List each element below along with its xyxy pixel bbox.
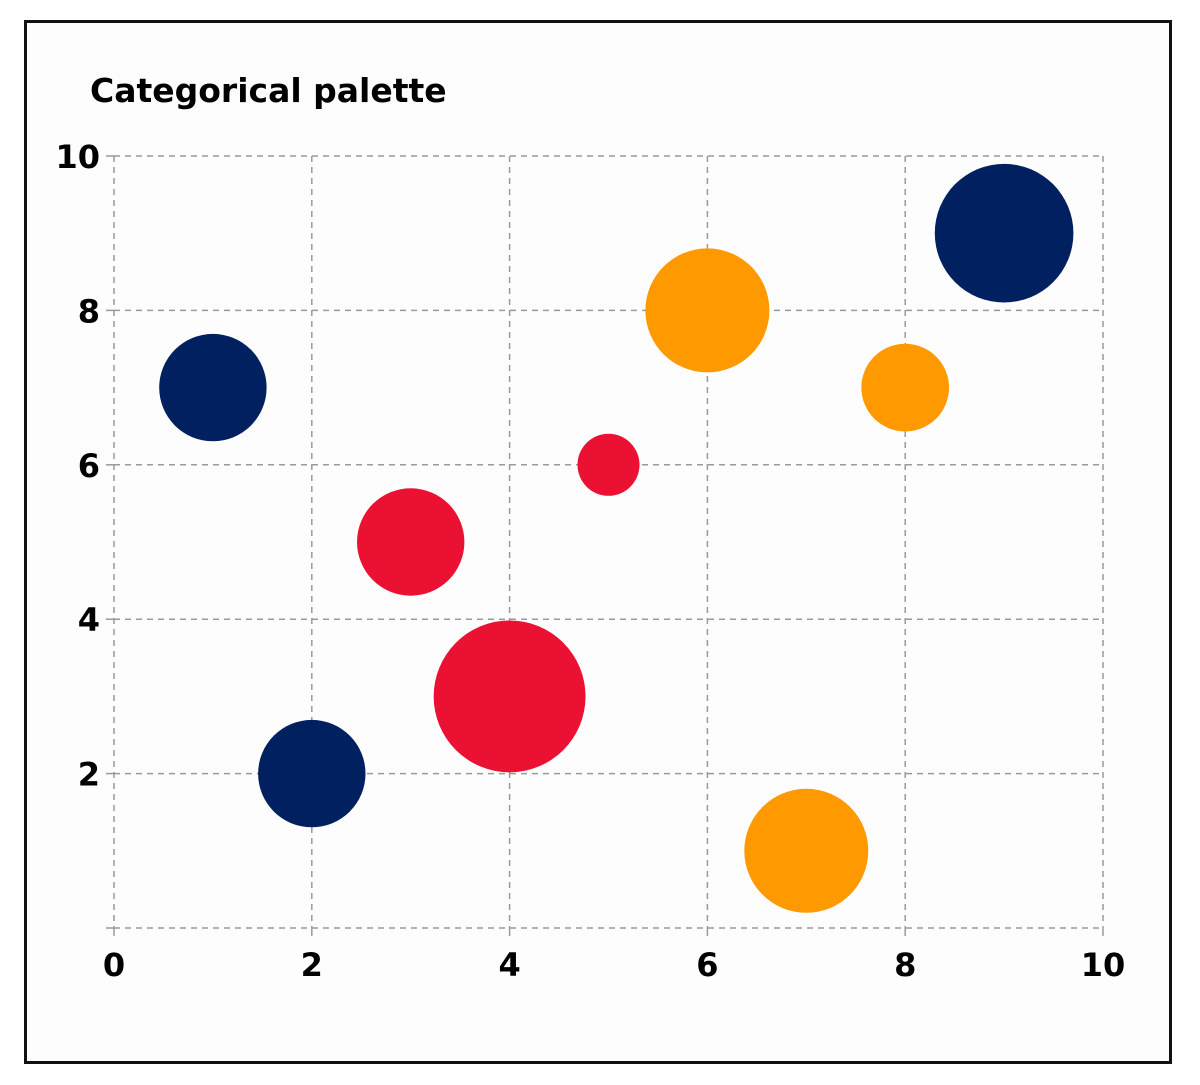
y-tick-label: 10 bbox=[55, 138, 100, 176]
x-tick-label: 10 bbox=[1081, 946, 1126, 984]
x-tick-label: 2 bbox=[301, 946, 323, 984]
y-tick-label: 8 bbox=[78, 292, 100, 330]
y-tick-label: 6 bbox=[78, 447, 100, 485]
data-point-bubble bbox=[357, 488, 465, 596]
data-point-bubble bbox=[861, 343, 950, 432]
y-tick-label: 2 bbox=[78, 756, 100, 794]
tick-labels: 0 2 4 6 8 10 2 4 6 8 10 bbox=[55, 138, 1125, 984]
x-tick-label: 4 bbox=[498, 946, 520, 984]
data-point-bubble bbox=[577, 433, 640, 496]
y-tick-label: 4 bbox=[78, 601, 100, 639]
data-points bbox=[159, 163, 1074, 913]
data-point-bubble bbox=[934, 163, 1074, 303]
x-tick-label: 0 bbox=[103, 946, 125, 984]
data-point-bubble bbox=[159, 333, 267, 442]
chart-title: Categorical palette bbox=[90, 71, 447, 110]
x-tick-label: 8 bbox=[894, 946, 916, 984]
data-point-bubble bbox=[645, 248, 770, 373]
data-point-bubble bbox=[258, 719, 366, 828]
x-tick-label: 6 bbox=[696, 946, 718, 984]
data-point-bubble bbox=[433, 620, 586, 773]
data-point-bubble bbox=[744, 788, 869, 913]
